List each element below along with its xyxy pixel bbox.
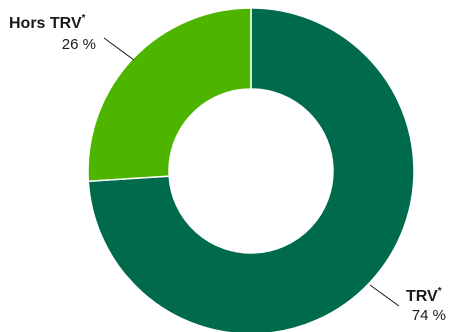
label-hors-trv-sup: * (82, 13, 86, 24)
leader-line-hors-trv (103, 37, 135, 61)
label-hors-trv: Hors TRV* (9, 13, 86, 32)
label-trv: TRV* (406, 286, 442, 305)
leader-line-trv (369, 284, 400, 307)
donut-slices (87, 7, 415, 332)
value-trv: 74 % (412, 307, 446, 324)
label-trv-sup: * (438, 286, 442, 297)
slice-hors-trv (87, 7, 252, 183)
value-hors-trv: 26 % (62, 36, 96, 53)
slice-trv (87, 7, 415, 332)
label-hors-trv-name: Hors TRV (9, 15, 82, 32)
label-trv-name: TRV (406, 288, 438, 305)
